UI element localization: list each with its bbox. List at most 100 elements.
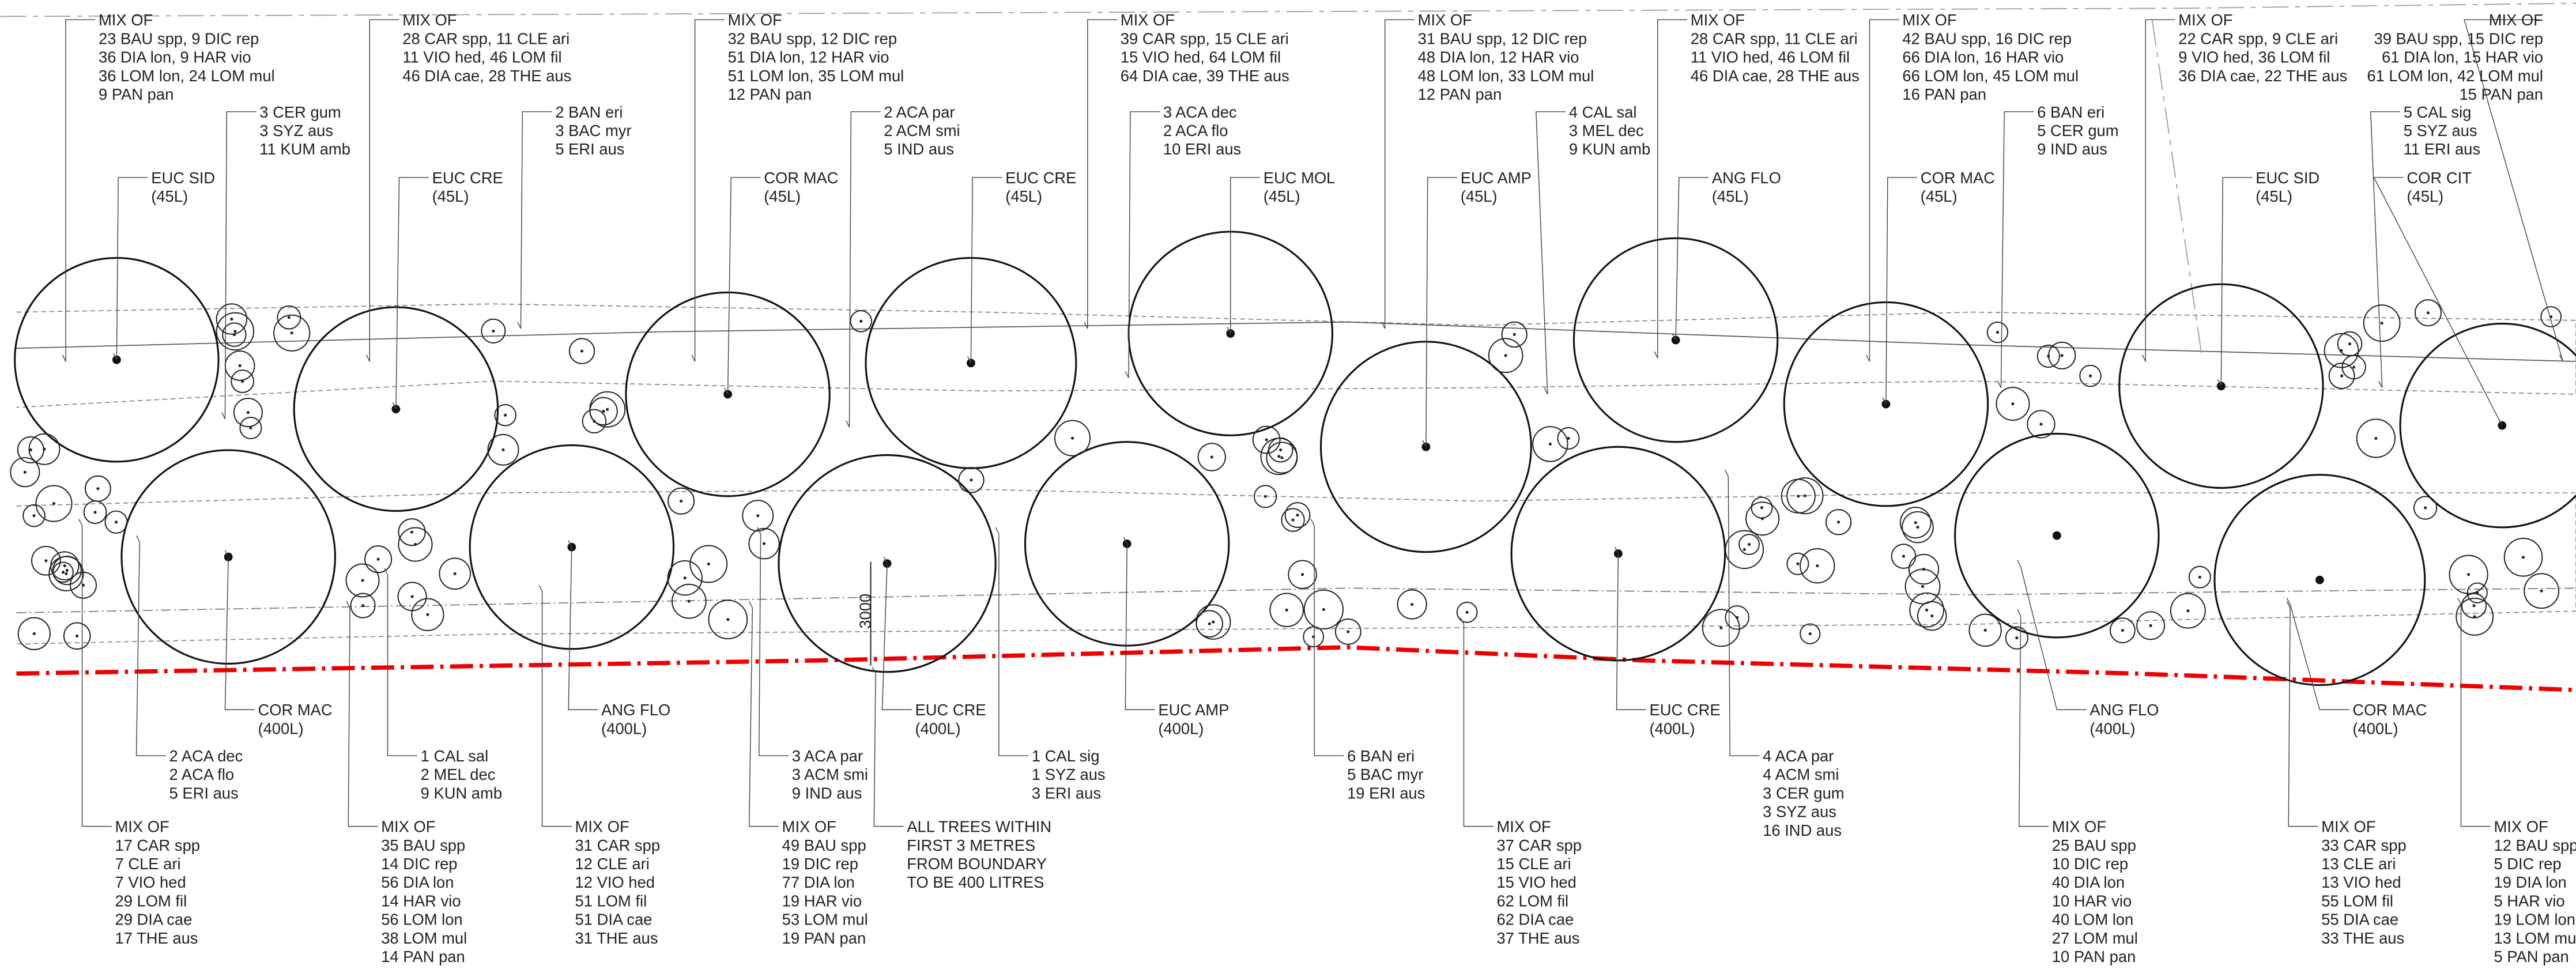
reference-line bbox=[2151, 20, 2202, 353]
leader-tick bbox=[995, 527, 1000, 534]
label-line: 37 CAR spp bbox=[1496, 836, 1582, 854]
shrub-centre bbox=[2039, 423, 2043, 426]
shrub-centre bbox=[1996, 331, 2000, 334]
label-line: 19 HAR vio bbox=[782, 892, 862, 910]
label-line: 40 DIA lon bbox=[2052, 873, 2125, 891]
shrub bbox=[2188, 565, 2211, 589]
shrub bbox=[1266, 442, 1298, 474]
shrub-centre bbox=[241, 379, 244, 383]
label-line: 3 CER gum bbox=[259, 103, 341, 121]
label-line: 11 KUM amb bbox=[259, 140, 350, 158]
shrub bbox=[958, 467, 985, 493]
shrub-centre bbox=[1796, 562, 1800, 565]
label-line: 2 ACA flo bbox=[169, 765, 235, 783]
label-line: 46 DIA cae, 28 THE aus bbox=[1691, 67, 1860, 85]
label-line: EUC CRE bbox=[1650, 701, 1721, 719]
shrub bbox=[1334, 618, 1361, 645]
shrub-centre bbox=[707, 562, 710, 566]
shrub bbox=[239, 416, 262, 439]
shrub-centre bbox=[1279, 448, 1283, 452]
label-line: (400L) bbox=[601, 719, 647, 737]
label-line: 10 ERI aus bbox=[1163, 140, 1241, 158]
shrub-centre bbox=[1808, 632, 1812, 636]
shrub-centre bbox=[1410, 603, 1414, 606]
label-line: 3 SYZ aus bbox=[259, 122, 333, 139]
leader-tick bbox=[2286, 601, 2291, 608]
shrub-centre bbox=[96, 487, 100, 491]
shrub bbox=[1488, 338, 1523, 374]
shrub-centre bbox=[1983, 628, 1987, 632]
reference-line bbox=[0, 2, 2576, 17]
shrub-centre bbox=[1212, 620, 1215, 624]
shrub-centre bbox=[63, 564, 66, 568]
label-line: (400L) bbox=[915, 719, 961, 737]
tree-canopy bbox=[14, 256, 220, 463]
shrub bbox=[2540, 306, 2562, 327]
shrub-centre bbox=[763, 542, 766, 545]
label-line: ANG FLO bbox=[2090, 701, 2159, 719]
shrub bbox=[48, 556, 84, 591]
shrub bbox=[1725, 530, 1764, 569]
label-line: 36 LOM lon, 24 LOM mul bbox=[99, 67, 275, 85]
shrub bbox=[850, 310, 872, 333]
shrub bbox=[1269, 593, 1304, 628]
tree-canopy bbox=[1572, 237, 1779, 443]
label-line: (45L) bbox=[1005, 187, 1042, 205]
leader-line bbox=[748, 608, 779, 827]
label-line: 51 LOM fil bbox=[575, 892, 647, 910]
leader-tick bbox=[1654, 351, 1658, 359]
plant-label: EUC SID(45L) bbox=[113, 169, 215, 360]
label-line: 40 LOM lon bbox=[2052, 911, 2133, 929]
leader-line bbox=[1657, 19, 1688, 359]
plant-label: COR MAC(400L) bbox=[2286, 598, 2427, 737]
shrub bbox=[1532, 426, 1568, 462]
shrub bbox=[1284, 502, 1311, 528]
shrub bbox=[216, 303, 248, 335]
shrub-centre bbox=[249, 426, 252, 430]
shrub-centre bbox=[61, 571, 65, 574]
shrub bbox=[1197, 443, 1226, 471]
shrub bbox=[222, 322, 247, 347]
label-line: COR CIT bbox=[2407, 169, 2472, 187]
label-line: 11 VIO hed, 46 LOM fil bbox=[402, 48, 561, 66]
label-line: 33 CAR spp bbox=[2321, 836, 2407, 854]
label-line: 12 PAN pan bbox=[1418, 85, 1502, 103]
shrub bbox=[2414, 299, 2442, 327]
leader-line bbox=[541, 591, 572, 827]
label-line: (45L) bbox=[432, 187, 469, 205]
plant-label: EUC AMP(45L) bbox=[1422, 169, 1532, 447]
shrub-centre bbox=[492, 329, 495, 333]
label-line: (400L) bbox=[1158, 719, 1204, 737]
label-line: 62 DIA cae bbox=[1496, 911, 1574, 929]
shrub bbox=[1501, 321, 1528, 348]
shrub-centre bbox=[593, 420, 596, 423]
label-line: 61 DIA lon, 15 HAR vio bbox=[2382, 48, 2543, 66]
plant-label: COR MAC(45L) bbox=[724, 169, 839, 395]
shrub-centre bbox=[93, 511, 97, 514]
label-line: 14 HAR vio bbox=[381, 892, 461, 910]
shrub bbox=[397, 582, 427, 612]
label-line: 17 CAR spp bbox=[115, 836, 201, 854]
label-line: 46 DIA cae, 28 THE aus bbox=[402, 67, 571, 85]
shrub-centre bbox=[1264, 495, 1267, 498]
shrub bbox=[411, 598, 444, 631]
shrub bbox=[52, 561, 74, 583]
label-line: 9 KUN amb bbox=[421, 784, 502, 802]
label-line: 3 SYZ aus bbox=[1763, 803, 1836, 821]
label-line: 56 DIA lon bbox=[381, 873, 454, 891]
label-line: MIX OF bbox=[115, 818, 169, 836]
plant-label: COR CIT(45L) bbox=[2373, 169, 2503, 426]
label-line: 27 LOM mul bbox=[2052, 929, 2138, 947]
shrub-centre bbox=[1914, 521, 1917, 525]
label-line: 55 DIA cae bbox=[2321, 911, 2398, 929]
label-line: MIX OF bbox=[782, 818, 836, 836]
shrub-centre bbox=[2374, 436, 2378, 440]
label-line: 19 DIA lon bbox=[2494, 873, 2566, 891]
label-line: EUC SID bbox=[2256, 169, 2319, 187]
shrub-centre bbox=[65, 569, 69, 572]
label-line: 19 LOM lon bbox=[2494, 911, 2575, 929]
